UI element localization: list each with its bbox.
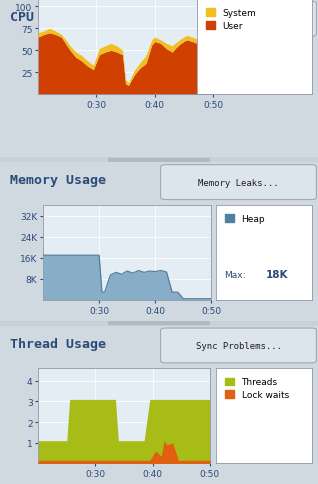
Legend: Heap: Heap [221,210,270,228]
Legend: System, User: System, User [202,5,261,35]
Text: Memory Usage: Memory Usage [10,174,106,187]
Text: Memory Leaks...: Memory Leaks... [198,178,279,187]
Text: Thread Usage: Thread Usage [10,337,106,350]
FancyBboxPatch shape [108,321,210,326]
Text: 18K: 18K [266,270,288,280]
FancyBboxPatch shape [161,166,316,200]
FancyBboxPatch shape [186,2,316,37]
Text: Hot Spots...: Hot Spots... [219,15,283,24]
Text: Sync Problems...: Sync Problems... [196,341,281,350]
Legend: Threads, Lock waits: Threads, Lock waits [221,373,293,404]
FancyBboxPatch shape [161,328,316,363]
Text: Max:: Max: [224,271,245,280]
Text: CPU Usage: CPU Usage [10,11,81,24]
FancyBboxPatch shape [108,158,210,163]
